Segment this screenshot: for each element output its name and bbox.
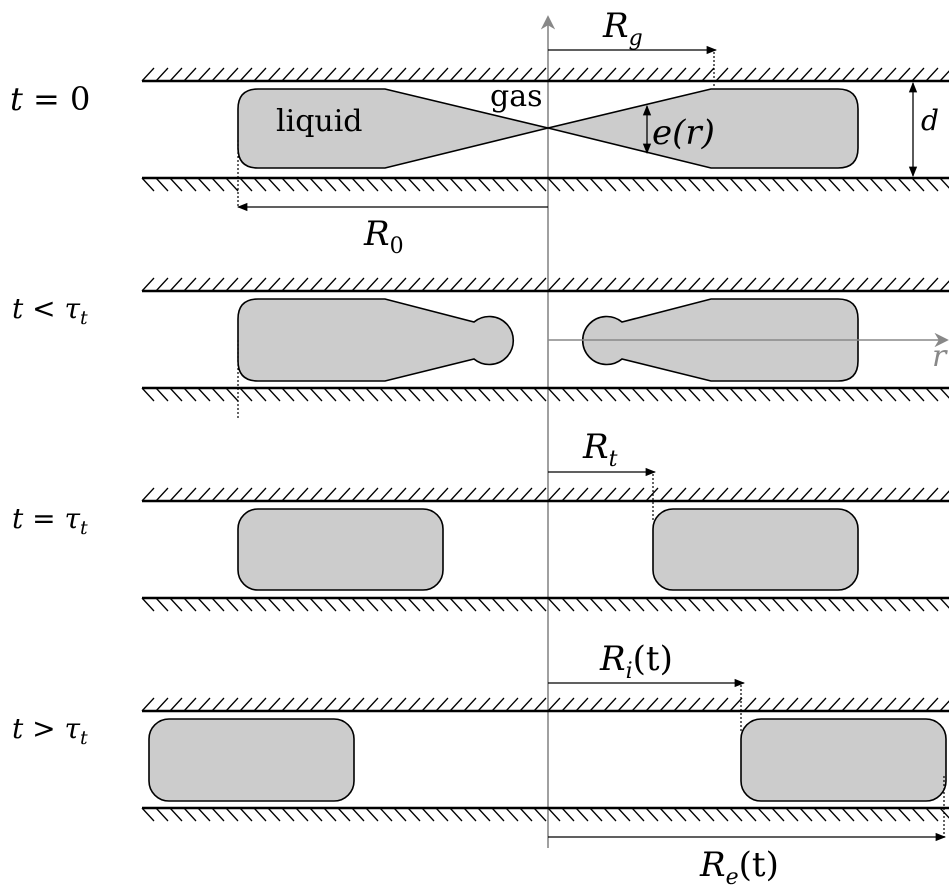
bottom-wall [141,596,949,612]
wall-hatching [141,807,949,822]
wall-hatching [141,387,949,402]
top-wall [141,67,949,83]
panel-t-equal [237,467,859,591]
liquid-film-left [237,88,549,169]
wall-hatching [141,177,949,192]
bottom-wall [141,176,949,192]
panel-t0 [236,45,918,212]
time-label-3: t > τt [12,712,88,749]
time-label-1: t < τt [12,292,88,329]
thickness-label: e(r) [652,113,715,153]
time-label-2: t = τt [12,502,88,539]
gas-label: gas [490,79,543,114]
Ri-label: Ri(t) [599,639,673,684]
r-axis-label: r [932,339,948,374]
liquid-ring-left-late [148,718,355,802]
Re-label: Re(t) [699,845,779,888]
bottom-wall [141,386,949,402]
gap-label: d [921,104,939,137]
wall-hatching [141,597,949,612]
panel-t-after [148,678,947,842]
R0-label: R0 [363,214,404,259]
wall-hatching [141,277,949,292]
liquid-ring-right [652,508,859,591]
panel-t-before [237,298,949,418]
wall-hatching [141,697,949,712]
liquid-ring-right-late [740,718,947,802]
liquid-ring-left [237,508,444,591]
top-wall [141,697,949,713]
wall-hatching [141,487,949,502]
Rt-label: Rt [582,427,618,472]
top-wall [141,487,949,503]
liquid-film-right [547,88,859,169]
top-wall [141,277,949,293]
bottom-wall [141,806,949,822]
wall-hatching [141,67,949,82]
Rg-label: Rg [602,6,643,51]
time-label-0: t = 0 [10,80,90,118]
plate-walls [141,67,949,822]
receding-rim-left [237,298,515,382]
liquid-label: liquid [276,104,363,139]
